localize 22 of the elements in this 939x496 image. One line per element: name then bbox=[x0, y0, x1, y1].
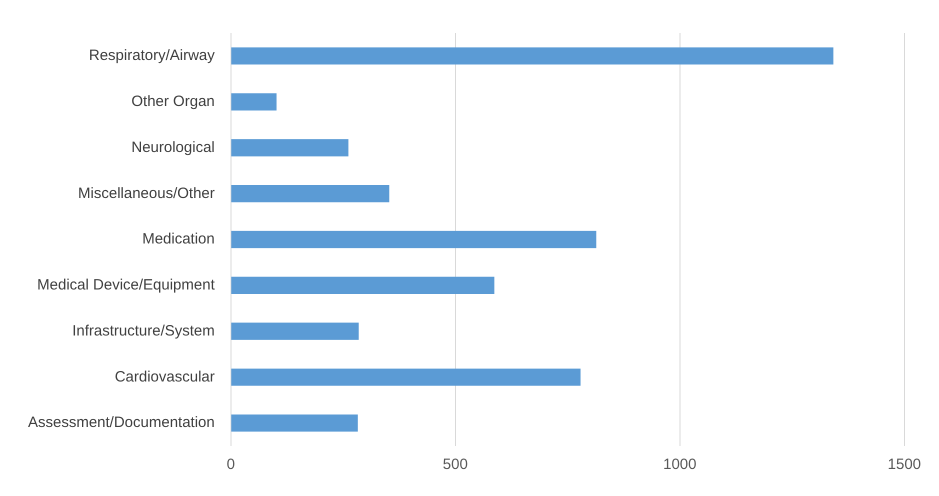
bar bbox=[231, 93, 277, 110]
y-tick-label: Neurological bbox=[131, 138, 215, 156]
bar bbox=[231, 185, 390, 202]
y-tick-label: Miscellaneous/Other bbox=[78, 184, 215, 202]
bar bbox=[231, 139, 348, 156]
y-tick-label: Infrastructure/System bbox=[72, 322, 215, 340]
bar bbox=[231, 368, 581, 386]
bar bbox=[231, 276, 494, 294]
bar bbox=[231, 322, 359, 340]
y-tick-label: Assessment/Documentation bbox=[28, 414, 215, 432]
bar bbox=[231, 47, 834, 65]
y-tick-label: Cardiovascular bbox=[114, 368, 215, 386]
x-tick-label: 500 bbox=[442, 456, 468, 474]
y-tick-label: Other Organ bbox=[131, 92, 215, 110]
bar bbox=[231, 414, 358, 432]
y-tick-label: Medication bbox=[142, 230, 215, 248]
y-tick-label: Respiratory/Airway bbox=[88, 47, 216, 64]
x-tick-label: 1500 bbox=[888, 456, 922, 474]
y-tick-label: Medical Device/Equipment bbox=[37, 276, 216, 294]
x-tick-label: 0 bbox=[226, 456, 235, 474]
x-tick-label: 1000 bbox=[663, 456, 696, 474]
bar bbox=[231, 230, 596, 248]
